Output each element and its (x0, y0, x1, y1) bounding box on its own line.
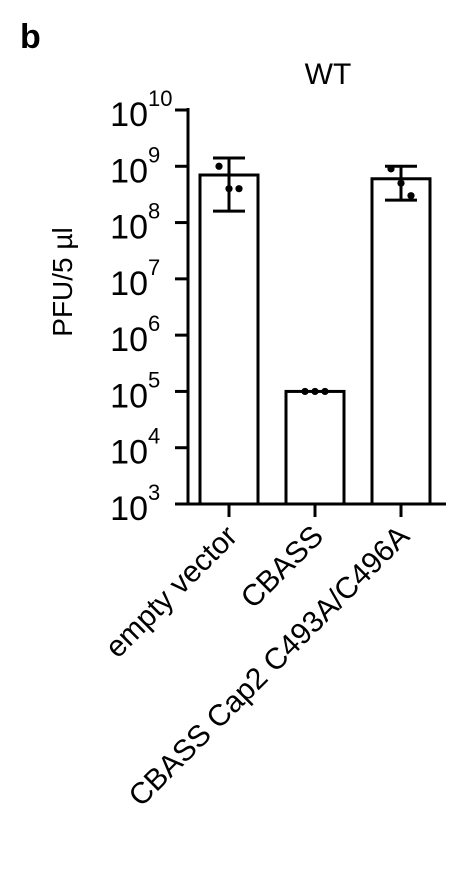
y-tick-label: 10 (110, 377, 148, 415)
y-axis-label: PFU/5 µl (47, 227, 78, 336)
chart-title: WT (305, 58, 352, 91)
y-tick-label: 10 (110, 96, 148, 134)
replicate-point (397, 179, 405, 187)
replicate-point (225, 185, 233, 193)
bar (198, 173, 260, 506)
y-tick-exponent: 10 (148, 86, 172, 111)
replicate-point (407, 192, 415, 200)
replicate-point (301, 387, 309, 396)
y-tick-exponent: 4 (148, 424, 160, 449)
panel-label: b (20, 18, 41, 56)
y-tick-label: 10 (110, 321, 148, 359)
replicate-point (387, 165, 395, 173)
replicate-point (215, 162, 223, 170)
y-tick-label: 10 (110, 209, 148, 247)
bars (198, 156, 432, 506)
y-tick-exponent: 5 (148, 367, 160, 392)
y-tick-exponent: 8 (148, 199, 160, 224)
y-tick-exponent: 6 (148, 311, 160, 336)
replicate-point (321, 387, 329, 396)
y-tick-label: 10 (110, 490, 148, 528)
y-tick-label: 10 (110, 434, 148, 472)
replicate-point (311, 387, 319, 396)
y-tick-exponent: 7 (148, 255, 160, 280)
y-tick-label: 10 (110, 265, 148, 303)
bar (284, 389, 346, 506)
bar (370, 177, 432, 506)
replicate-point (235, 185, 243, 193)
y-tick-exponent: 9 (148, 142, 160, 167)
y-tick-exponent: 3 (148, 480, 160, 505)
x-tick-label: empty vector (99, 520, 244, 665)
y-tick-label: 10 (110, 152, 148, 190)
